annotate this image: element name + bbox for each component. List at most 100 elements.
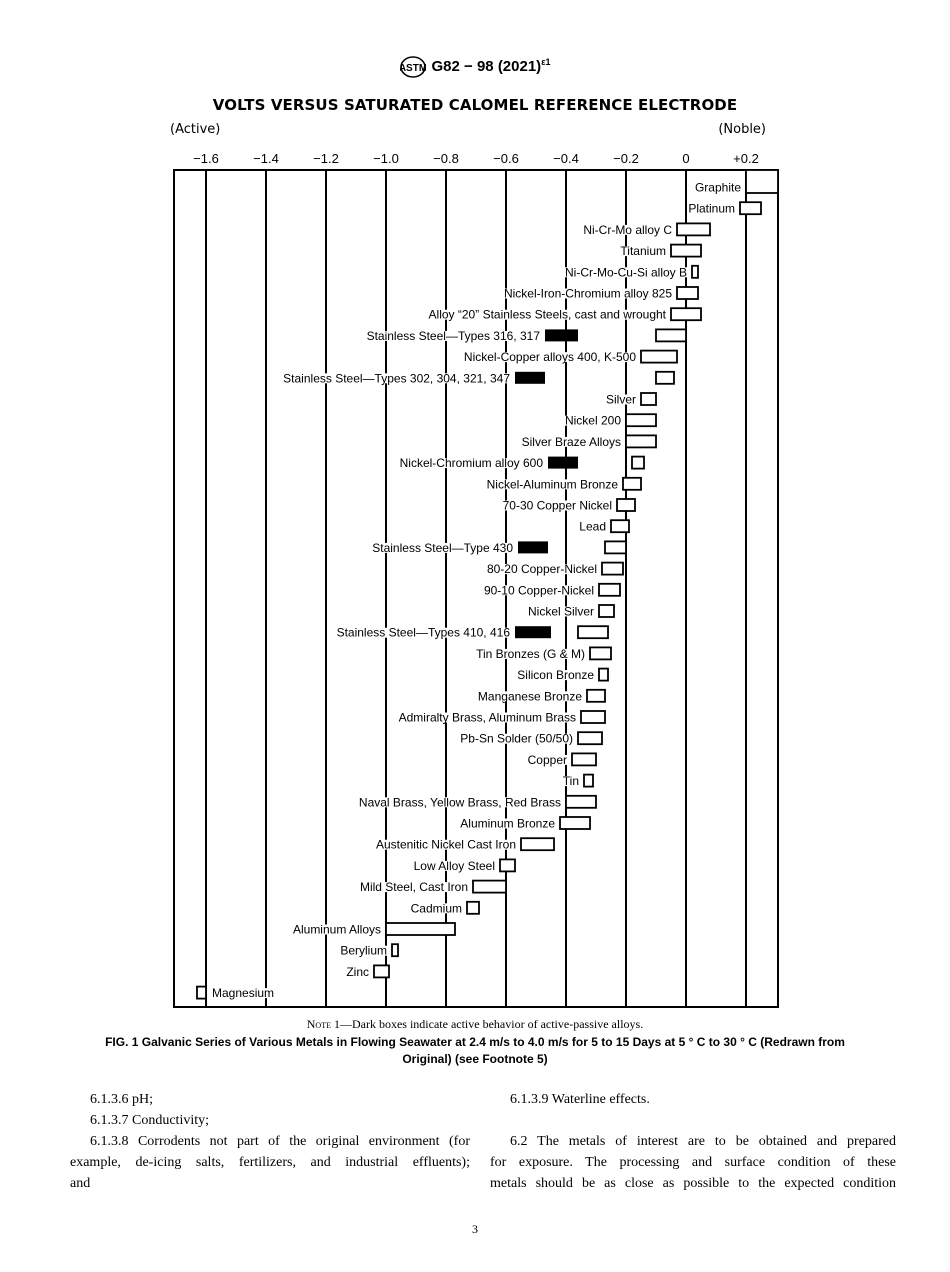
bar-passive [580, 710, 606, 724]
paragraph-line: for exposure. The processing and surface… [490, 1155, 896, 1170]
paragraph-line: 6.1.3.9 Waterline effects. [510, 1092, 650, 1107]
designation-epsilon: ε1 [541, 56, 551, 67]
chart-title: VOLTS VERSUS SATURATED CALOMEL REFERENCE… [212, 96, 738, 114]
bar-passive [391, 943, 399, 958]
left-column: 6.1.3.6 pH; 6.1.3.7 Conductivity; 6.1.3.… [70, 1089, 470, 1194]
active-label: (Active) [170, 122, 221, 137]
caption-line: Original) (see Footnote 5) [402, 1052, 548, 1066]
metal-label: Mild Steel, Cast Iron [360, 880, 468, 894]
metal-label: Silicon Bronze [517, 668, 594, 682]
bar-passive [598, 667, 609, 682]
label-backing [346, 966, 369, 977]
metal-label: Lead [579, 520, 606, 534]
metal-label: 90-10 Copper-Nickel [484, 583, 594, 597]
bar-passive [472, 879, 507, 894]
metal-label: Austenitic Nickel Cast Iron [376, 838, 516, 852]
bar-passive [598, 604, 615, 618]
label-backing [399, 458, 544, 469]
label-backing [359, 882, 468, 893]
bar-passive [670, 307, 702, 322]
paragraph-line: 6.2 The metals of interest are to be obt… [510, 1134, 896, 1149]
metal-label: Nickel-Aluminum Bronze [487, 477, 619, 491]
metal-label: Nickel-Chromium alloy 600 [400, 456, 544, 470]
label-backing [372, 542, 514, 553]
bar-passive [499, 858, 516, 873]
bar-active [518, 541, 548, 554]
label-backing [486, 564, 597, 575]
metal-label: Nickel-Copper alloys 400, K-500 [464, 350, 636, 364]
metal-label: Admiralty Brass, Aluminum Brass [399, 711, 576, 725]
bar-passive [640, 392, 657, 406]
x-tick-label: −0.2 [613, 151, 639, 166]
bar-passive [196, 985, 207, 1000]
label-backing [413, 860, 495, 871]
label-backing [605, 394, 636, 405]
svg-text:ASTM: ASTM [400, 63, 426, 74]
metal-label: Aluminum Alloys [293, 923, 381, 937]
bar-active [515, 626, 551, 639]
label-backing [527, 754, 568, 765]
bar-passive [577, 625, 609, 640]
paragraph-line: 6.1.3.8 Corrodents not part of the origi… [90, 1134, 470, 1149]
metal-label: Cadmium [411, 901, 462, 915]
x-tick-label: −0.6 [493, 151, 519, 166]
label-backing [477, 691, 583, 702]
figure-note: Note 1—Dark boxes indicate active behavi… [306, 1017, 644, 1031]
metal-label: Tin Bronzes (G & M) [476, 647, 585, 661]
bar-passive [589, 646, 612, 661]
figure-caption: FIG. 1 Galvanic Series of Various Metals… [60, 1034, 890, 1068]
noble-label: (Noble) [718, 122, 766, 137]
bar-passive [610, 519, 630, 534]
right-column: 6.1.3.9 Waterline effects. 6.2 The metal… [490, 1089, 896, 1194]
metal-label: Nickel 200 [565, 414, 621, 428]
label-backing [503, 288, 673, 299]
bar-passive [373, 964, 390, 979]
paragraph-line: 6.1.3.6 pH; [90, 1092, 153, 1107]
bar-active [545, 329, 578, 342]
metal-label: Naval Brass, Yellow Brass, Red Brass [359, 795, 561, 809]
label-backing [694, 182, 742, 193]
metal-label: Platinum [688, 202, 735, 216]
label-backing [476, 648, 585, 659]
metal-label: Stainless Steel—Types 302, 304, 321, 347 [283, 371, 510, 385]
bar-passive [559, 816, 591, 830]
label-backing [460, 733, 573, 744]
metal-label: Aluminum Bronze [460, 817, 555, 831]
bar-passive [565, 794, 597, 809]
metal-label: Tin [563, 774, 579, 788]
metal-label: Stainless Steel—Types 316, 317 [367, 329, 541, 343]
paragraph-line: example, de-icing salts, fertilizers, an… [70, 1155, 470, 1170]
metal-label: Low Alloy Steel [414, 859, 495, 873]
metal-label: Stainless Steel—Types 410, 416 [337, 626, 511, 640]
bar-passive [583, 773, 594, 788]
bar-passive [625, 413, 657, 428]
bar-passive [739, 201, 762, 216]
label-backing [688, 203, 736, 214]
x-tick-label: −1.4 [253, 151, 279, 166]
label-backing [521, 436, 621, 447]
astm-logo-icon: ASTM [400, 56, 426, 78]
label-backing [398, 712, 576, 723]
bar-passive [631, 455, 645, 470]
caption-line: FIG. 1 Galvanic Series of Various Metals… [105, 1035, 845, 1049]
bar-passive [520, 837, 555, 852]
metal-label: Copper [528, 753, 567, 767]
x-tick-label: −0.4 [553, 151, 579, 166]
document-header: ASTM G82 − 98 (2021)ε1 [0, 56, 950, 78]
metal-label: Stainless Steel—Type 430 [372, 541, 513, 555]
galvanic-series-chart: −1.6 −1.4 −1.2 −1.0 −0.8 −0.6 −0.4 −0.2 0 +0.2 Gra… [173, 151, 779, 1008]
label-backing [410, 903, 462, 914]
x-tick-label: 0 [682, 151, 689, 166]
metal-label: Ni-Cr-Mo-Cu-Si alloy B [565, 265, 687, 279]
bar-passive [655, 328, 687, 343]
label-backing [564, 267, 687, 278]
label-backing [579, 521, 606, 532]
metal-label: Pb-Sn Solder (50/50) [460, 732, 573, 746]
label-backing [583, 224, 673, 235]
x-tick-label: −0.8 [433, 151, 459, 166]
x-tick-label: +0.2 [733, 151, 759, 166]
bar-passive [745, 169, 779, 194]
metal-label: Titanium [620, 244, 666, 258]
label-backing [562, 776, 579, 787]
metal-label: Alloy “20” Stainless Steels, cast and wr… [429, 308, 667, 322]
